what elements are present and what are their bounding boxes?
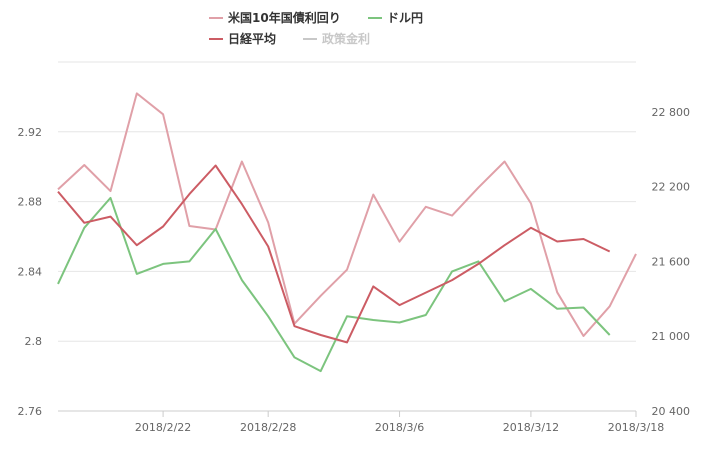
x-tick-label: 2018/3/6 bbox=[375, 421, 424, 434]
left-axis: 2.76 2.8 2.84 2.88 2.92 bbox=[18, 126, 43, 418]
x-tick-label: 2018/2/22 bbox=[135, 421, 191, 434]
legend-item-2[interactable]: 日経平均 bbox=[209, 31, 276, 46]
legend-label: ドル円 bbox=[387, 11, 423, 25]
legend-item-0[interactable]: 米国10年国債利回り bbox=[209, 10, 341, 25]
series-line-0 bbox=[57, 92, 637, 337]
right-axis: 20 400 21 000 21 600 22 200 22 800 bbox=[652, 106, 691, 418]
left-tick-label: 2.84 bbox=[18, 265, 43, 278]
x-tick-label: 2018/2/28 bbox=[240, 421, 296, 434]
x-axis: 2018/2/22 2018/2/28 2018/3/6 2018/3/12 2018/… bbox=[58, 410, 664, 434]
right-tick-label: 21 600 bbox=[652, 255, 691, 268]
series-lines bbox=[57, 92, 637, 373]
series-line-2 bbox=[57, 164, 611, 344]
right-tick-label: 21 000 bbox=[652, 330, 691, 343]
right-tick-label: 20 400 bbox=[652, 405, 691, 418]
legend-label: 政策金利 bbox=[322, 31, 370, 46]
left-tick-label: 2.92 bbox=[18, 126, 43, 139]
x-tick-label: 2018/3/12 bbox=[503, 421, 559, 434]
right-tick-label: 22 800 bbox=[652, 106, 691, 119]
x-tick-label: 2018/3/18 bbox=[608, 421, 664, 434]
left-tick-label: 2.76 bbox=[18, 405, 43, 418]
legend-label: 日経平均 bbox=[228, 31, 276, 46]
legend-item-3[interactable]: 政策金利 bbox=[303, 31, 370, 46]
legend-item-1[interactable]: ドル円 bbox=[368, 11, 423, 25]
series-line-1 bbox=[57, 196, 611, 373]
right-tick-label: 22 200 bbox=[652, 181, 691, 194]
left-tick-label: 2.8 bbox=[25, 335, 43, 348]
legend-label: 米国10年国債利回り bbox=[228, 10, 341, 25]
left-tick-label: 2.88 bbox=[18, 196, 43, 209]
